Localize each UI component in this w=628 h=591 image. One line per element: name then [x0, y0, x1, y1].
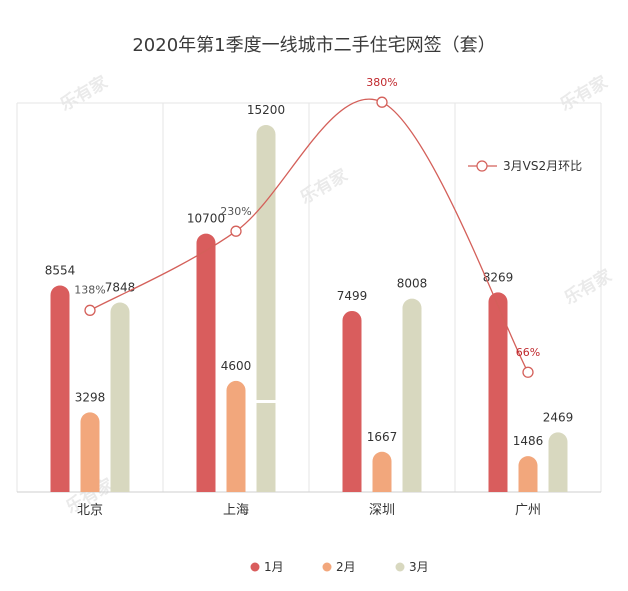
bar-value-label: 10700: [187, 212, 225, 226]
bar: [372, 451, 392, 492]
bar: [110, 302, 130, 492]
line-legend-marker: [476, 160, 488, 172]
ratio-label: 230%: [220, 205, 251, 218]
legend-label-2: 2月: [336, 560, 356, 574]
bar-labels: 8554 3298 7848 10700 4600 15200 7499 1667 8008 82…: [45, 103, 574, 448]
bar-value-label: 2469: [543, 410, 574, 424]
bar-value-label: 1486: [513, 434, 544, 448]
ratio-line: [89, 98, 529, 373]
line-legend-label: 3月VS2月环比: [503, 159, 582, 173]
bar-value-label: 7848: [105, 281, 136, 295]
watermark: 乐有家: [556, 72, 611, 116]
line-legend: 3月VS2月环比: [468, 159, 582, 173]
bar-value-label: 8269: [483, 270, 514, 284]
legend-swatch-2: [322, 562, 332, 572]
category-label: 上海: [223, 503, 249, 518]
category-label: 深圳: [369, 503, 395, 518]
bar: [548, 432, 568, 492]
ratio-marker: [522, 366, 534, 378]
chart-title: 2020年第1季度一线城市二手住宅网签（套）: [132, 35, 495, 56]
ratio-marker: [376, 96, 388, 108]
bar: [518, 456, 538, 492]
legend-label-1: 1月: [264, 560, 284, 574]
bar-value-label: 15200: [247, 103, 285, 117]
watermark: 乐有家: [296, 165, 351, 209]
bar: [50, 285, 70, 492]
bar-value-label: 4600: [221, 359, 252, 373]
ratio-label: 380%: [366, 76, 397, 89]
line-series: 138% 230% 380% 66%: [74, 76, 540, 378]
bar-value-label: 3298: [75, 390, 106, 404]
legend-label-3: 3月: [409, 560, 429, 574]
bar: [342, 310, 362, 492]
bar: [80, 412, 100, 492]
bars: [50, 125, 568, 493]
ratio-label: 66%: [516, 346, 540, 359]
bar: [402, 298, 422, 492]
bar: [196, 233, 216, 493]
legend-swatch-1: [250, 562, 260, 572]
bar-value-label: 8554: [45, 263, 76, 277]
category-labels: 北京 上海 深圳 广州: [77, 503, 541, 518]
bar: [256, 125, 276, 492]
legend: 1月 2月 3月: [250, 560, 429, 574]
bar: [488, 292, 508, 492]
ratio-marker: [84, 304, 96, 316]
watermark: 乐有家: [56, 72, 111, 116]
category-label: 广州: [515, 503, 541, 518]
bar-value-label: 7499: [337, 289, 368, 303]
legend-swatch-3: [395, 562, 405, 572]
watermark: 乐有家: [561, 265, 616, 309]
category-label: 北京: [77, 503, 103, 518]
ratio-label: 138%: [74, 283, 105, 296]
bar: [226, 380, 246, 492]
bar-value-label: 8008: [397, 277, 428, 291]
axis-break-mark: [255, 400, 277, 403]
bar-value-label: 1667: [367, 430, 398, 444]
ratio-marker: [230, 225, 242, 237]
